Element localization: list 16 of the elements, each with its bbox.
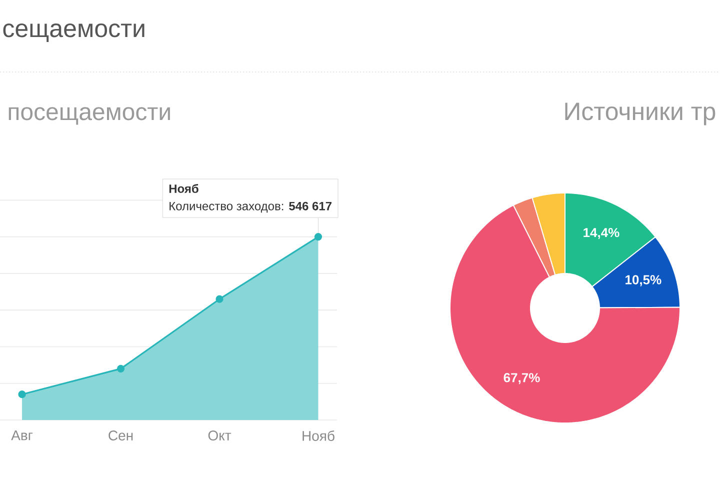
chart-subtitle: посещаемости	[8, 107, 170, 125]
x-tick-label: Окт	[208, 430, 232, 440]
annotation: Количество заходов: 546 617	[170, 202, 332, 213]
point	[18, 390, 26, 398]
point	[116, 364, 125, 373]
chart-title: Источники тр	[565, 102, 716, 126]
text: Нояб	[169, 184, 198, 193]
data-label: 10,5%	[626, 275, 662, 286]
x-tick-label: Сен	[108, 430, 133, 440]
point	[216, 295, 224, 303]
point	[314, 233, 322, 241]
chart-title: сещаемости	[3, 24, 144, 42]
x-tick-label: Нояб	[302, 430, 334, 441]
x-tick-label: Авг	[11, 430, 33, 440]
data-label: 14,4%	[584, 228, 620, 240]
data-label: 67,7%	[504, 373, 540, 384]
